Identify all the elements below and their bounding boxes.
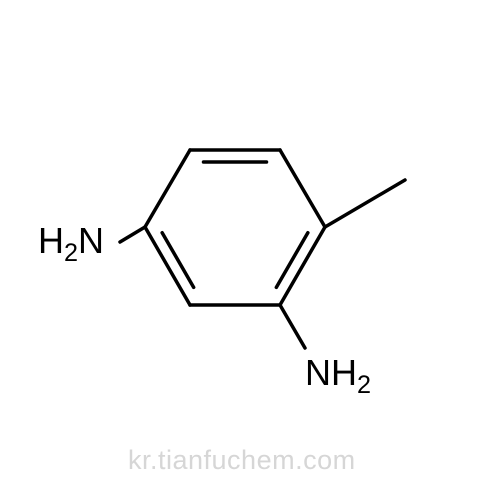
nh2-bottom-h: H [331, 352, 357, 393]
nh2-bottom-sub: 2 [357, 371, 371, 399]
nh2-left-n: N [78, 220, 104, 261]
nh2-left-sub: 2 [64, 239, 78, 267]
nh2-left-h: H [38, 220, 64, 261]
nh2-left-label: H2N [38, 220, 104, 268]
watermark-text: kr.tianfuchem.com [128, 445, 356, 476]
nh2-bottom-n: N [305, 352, 331, 393]
nh2-bottom-label: NH2 [305, 352, 371, 400]
